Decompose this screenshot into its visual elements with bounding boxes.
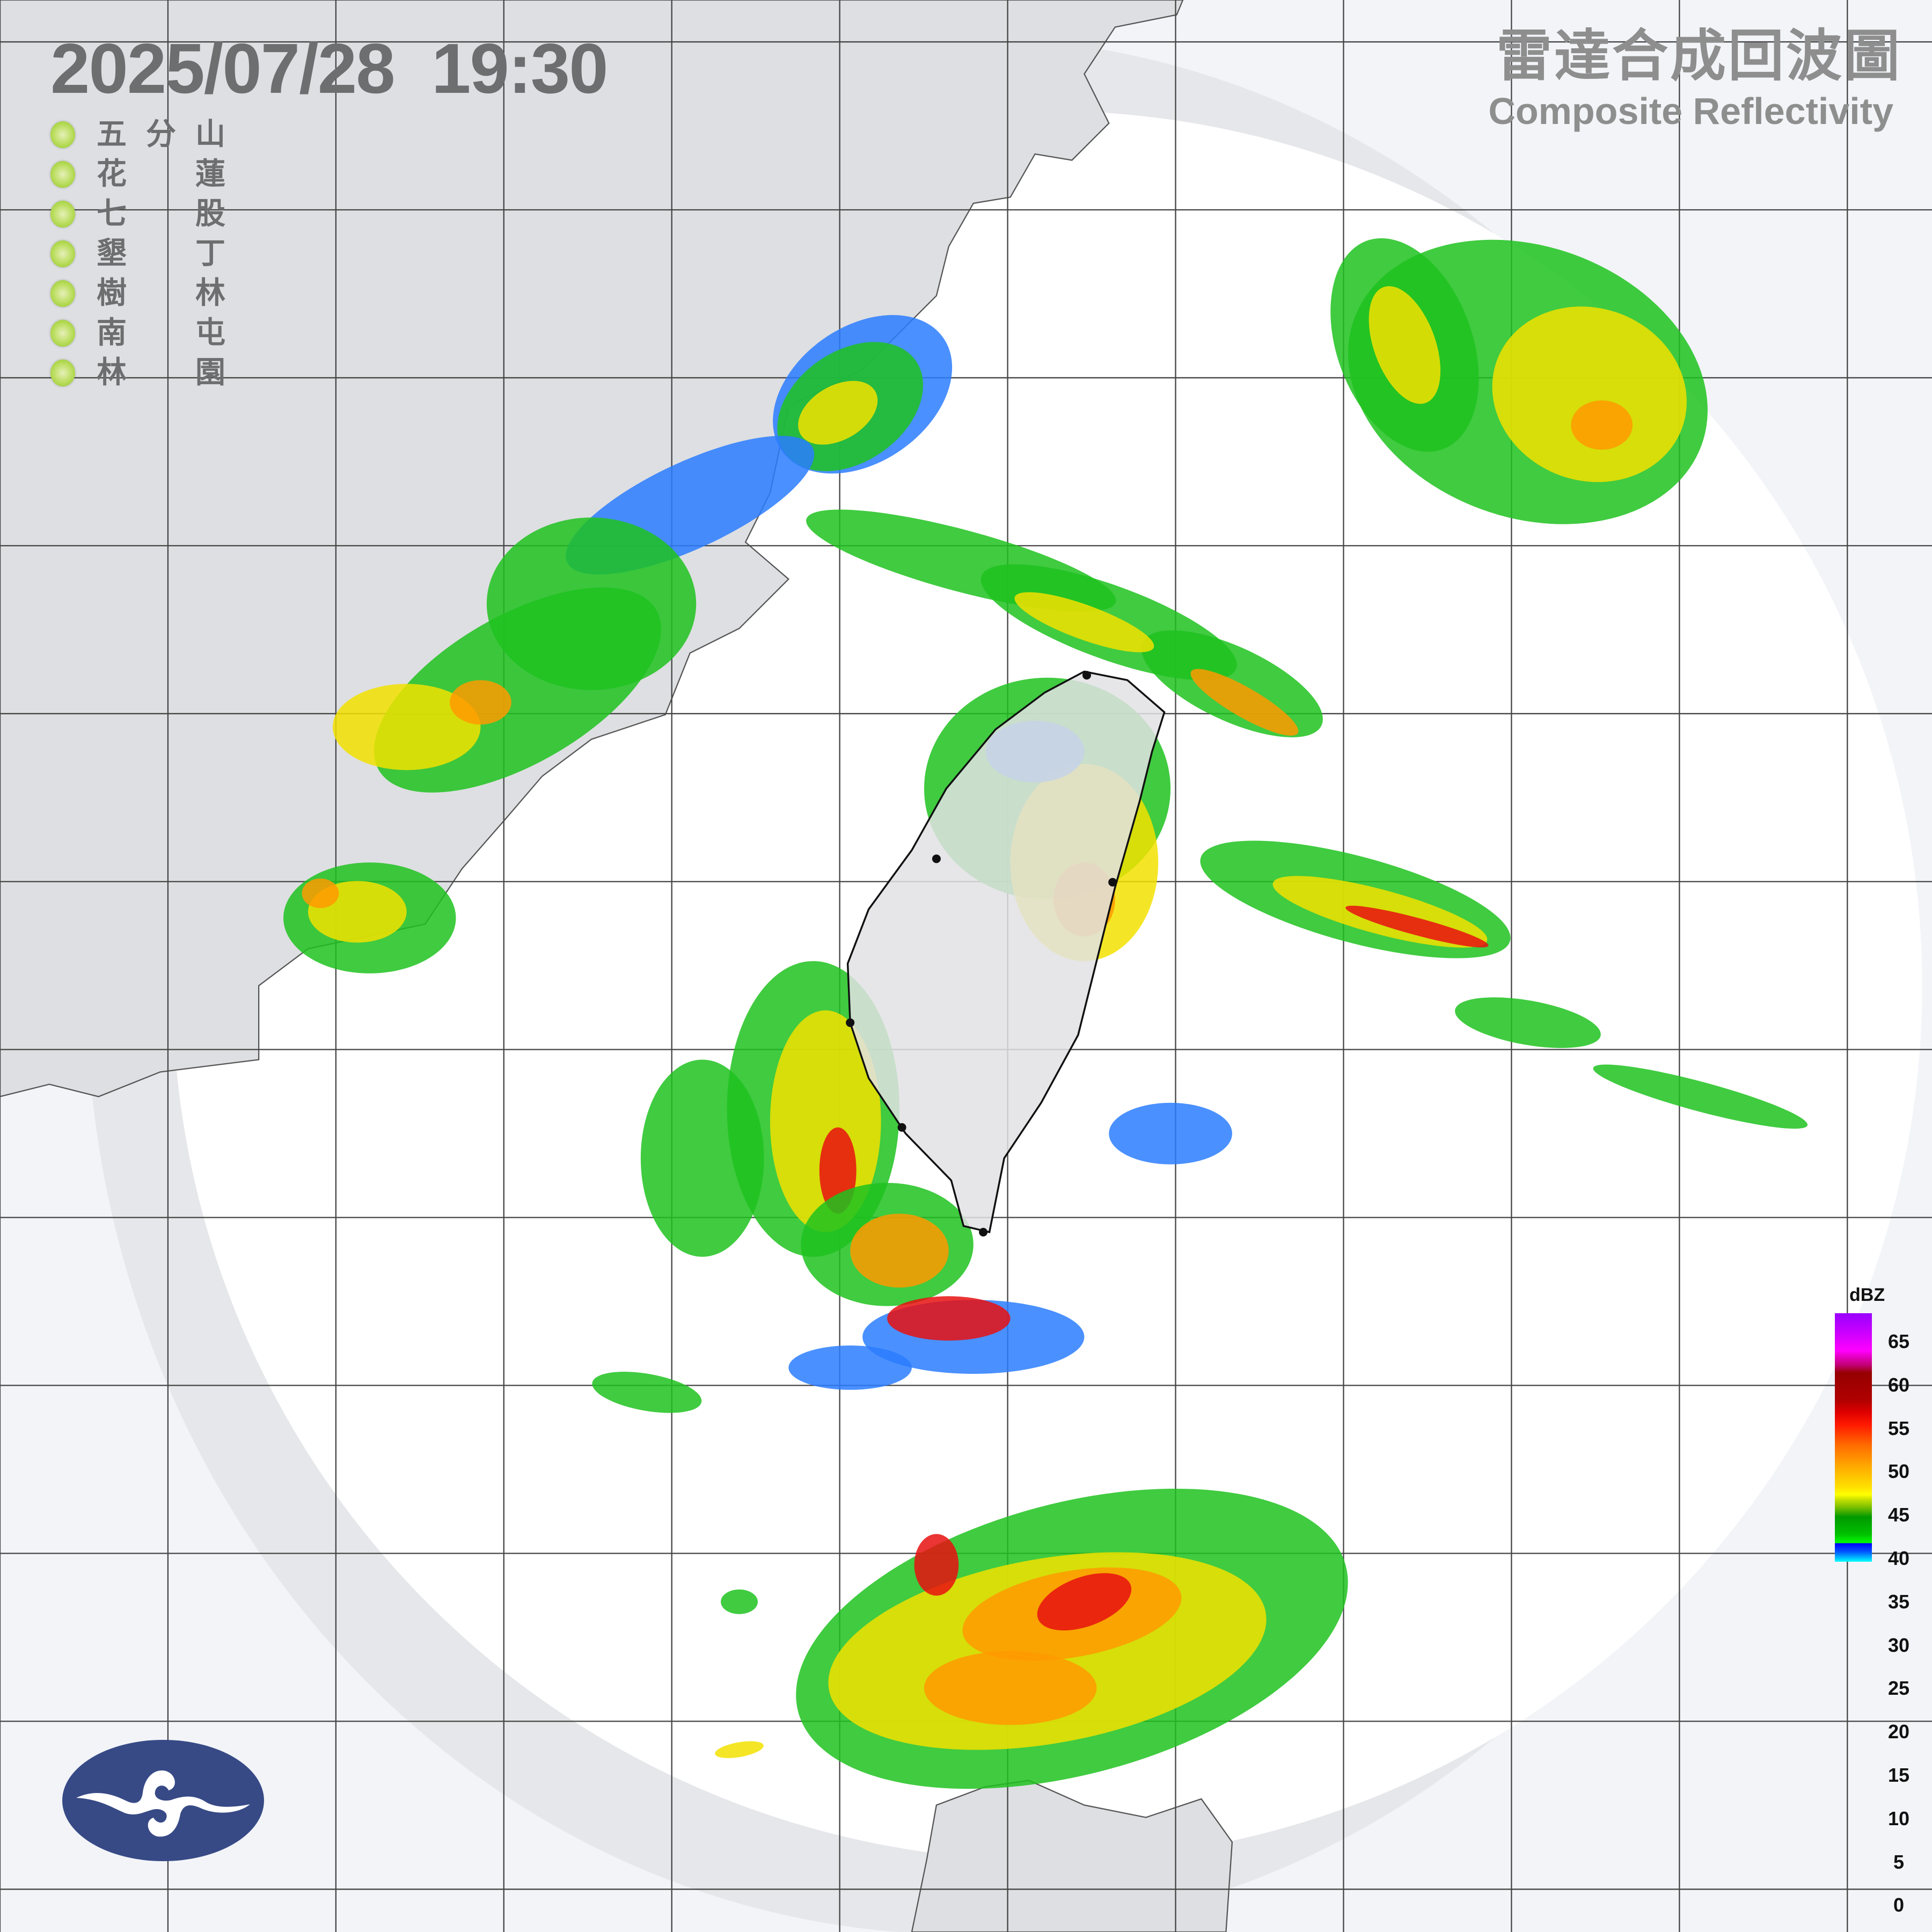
status-dot-icon <box>50 240 75 267</box>
colorbar-tick-label: 0 <box>1893 1894 1905 1916</box>
colorbar-tick-label: 20 <box>1887 1721 1910 1743</box>
station-name-char: 墾 <box>97 236 127 271</box>
radar-echo <box>887 1296 1011 1341</box>
radar-echo <box>592 1372 702 1413</box>
station-name-char: 花 <box>97 157 127 192</box>
station-name-char: 山 <box>195 117 225 152</box>
radar-echo <box>798 380 878 445</box>
colorbar-tick-label: 65 <box>1887 1330 1910 1352</box>
radar-echo <box>914 1534 959 1596</box>
radar-echo <box>850 1213 949 1288</box>
station-name-char: 園 <box>195 355 225 390</box>
station-item: 七股 <box>50 194 225 234</box>
colorbar-unit: dBZ <box>1849 1285 1885 1305</box>
status-dot-icon <box>50 201 75 228</box>
station-marker <box>897 1123 906 1132</box>
radar-echo <box>1037 1573 1132 1631</box>
station-name-char: 七 <box>97 196 127 231</box>
logo-cloud-swirl <box>76 1770 250 1837</box>
radar-station-markers <box>846 671 1117 1236</box>
radar-echo <box>1368 286 1441 404</box>
station-marker <box>1108 877 1117 887</box>
status-dot-icon <box>50 320 75 347</box>
station-name-char: 蓮 <box>195 157 225 192</box>
timestamp: 2025/07/28 19:30 <box>50 29 609 108</box>
colorbar-tick-label: 10 <box>1887 1807 1910 1829</box>
radar-echo <box>1455 997 1601 1048</box>
radar-echo <box>1109 1102 1232 1165</box>
radar-echo <box>1492 306 1687 482</box>
dbz-colorbar <box>1835 1313 1872 1562</box>
station-item: 南屯 <box>50 313 225 353</box>
radar-station-list: 五分山 花蓮 七股 墾丁 樹林 南屯 林園 <box>50 115 225 393</box>
radar-echo <box>715 1741 764 1758</box>
colorbar-tick-label: 40 <box>1887 1547 1910 1569</box>
status-dot-icon <box>50 360 75 386</box>
station-item: 墾丁 <box>50 234 225 274</box>
station-name-char: 分 <box>146 117 176 152</box>
station-marker <box>979 1227 988 1236</box>
radar-echo <box>1014 592 1154 653</box>
station-name-char: 五 <box>97 117 127 152</box>
product-title-zh: 雷達合成回波圖 <box>1496 23 1902 89</box>
station-name-char: 樹 <box>97 276 127 311</box>
station-item: 花蓮 <box>50 155 225 194</box>
status-dot-icon <box>50 280 75 307</box>
status-dot-icon <box>50 121 75 148</box>
station-name-char: 股 <box>195 196 225 231</box>
station-item: 林園 <box>50 353 225 393</box>
station-name-char: 林 <box>195 276 225 311</box>
station-marker <box>846 1018 855 1027</box>
station-name-char: 南 <box>97 316 127 350</box>
radar-echo <box>1345 905 1489 948</box>
station-name-char: 丁 <box>195 236 225 271</box>
radar-echo <box>1571 400 1633 450</box>
station-item: 樹林 <box>50 274 225 313</box>
status-dot-icon <box>50 161 75 188</box>
radar-echo <box>1190 669 1299 736</box>
colorbar-tick-label: 25 <box>1887 1677 1910 1700</box>
radar-echo <box>332 684 481 770</box>
station-item: 五分山 <box>50 115 225 155</box>
radar-echo <box>302 878 339 909</box>
colorbar-tick-label: 35 <box>1887 1590 1910 1613</box>
radar-echo <box>721 1589 758 1614</box>
colorbar-tick-label: 60 <box>1887 1373 1910 1396</box>
station-marker <box>932 854 941 863</box>
colorbar-tick-label: 45 <box>1887 1504 1910 1526</box>
colorbar-tick-label: 50 <box>1887 1460 1910 1483</box>
station-name-char: 林 <box>97 355 127 390</box>
product-title-en: Composite Reflectivity <box>1488 90 1893 132</box>
station-marker <box>1082 671 1092 680</box>
taiwan-land <box>846 670 1166 1234</box>
colorbar-tick-label: 30 <box>1887 1634 1910 1656</box>
radar-echo <box>924 1651 1097 1725</box>
radar-echo <box>1593 1064 1808 1129</box>
cwa-logo-icon <box>62 1740 264 1861</box>
colorbar-tick-label: 5 <box>1893 1850 1905 1873</box>
colorbar-tick-label: 15 <box>1887 1764 1910 1786</box>
radar-echo <box>450 680 511 724</box>
radar-echo <box>640 1059 764 1257</box>
station-name-char: 屯 <box>195 316 225 350</box>
colorbar-tick-label: 55 <box>1887 1417 1910 1439</box>
radar-echo <box>788 1345 912 1390</box>
